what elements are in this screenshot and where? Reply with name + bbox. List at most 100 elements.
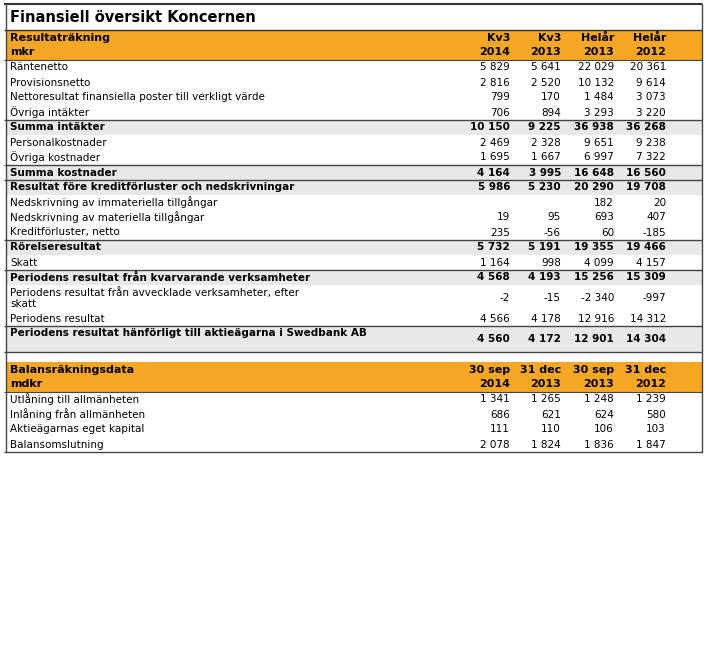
Bar xyxy=(6,270,702,285)
Text: 4 193: 4 193 xyxy=(528,273,561,282)
Text: 182: 182 xyxy=(594,198,614,208)
Text: 110: 110 xyxy=(542,425,561,435)
Bar xyxy=(6,362,702,392)
Text: 235: 235 xyxy=(490,228,510,237)
Text: 10 132: 10 132 xyxy=(578,77,614,87)
Bar xyxy=(6,90,702,105)
Text: Övriga kostnader: Övriga kostnader xyxy=(10,152,100,163)
Bar xyxy=(6,210,702,225)
Text: Aktieägarnas eget kapital: Aktieägarnas eget kapital xyxy=(10,425,144,435)
Text: Inlåning från allmänheten: Inlåning från allmänheten xyxy=(10,409,145,421)
Bar xyxy=(6,255,702,270)
Bar xyxy=(6,75,702,90)
Text: 22 029: 22 029 xyxy=(578,62,614,73)
Text: 7 322: 7 322 xyxy=(636,153,666,163)
Text: 2013: 2013 xyxy=(530,378,561,388)
Text: 20 361: 20 361 xyxy=(630,62,666,73)
Text: Nedskrivning av immateriella tillgångar: Nedskrivning av immateriella tillgångar xyxy=(10,196,217,208)
Text: 1 824: 1 824 xyxy=(531,439,561,450)
Text: 4 172: 4 172 xyxy=(528,334,561,344)
Text: 2 520: 2 520 xyxy=(532,77,561,87)
Text: Periodens resultat från avvecklade verksamheter, efter: Periodens resultat från avvecklade verks… xyxy=(10,287,299,298)
Text: Balansräkningsdata: Balansräkningsdata xyxy=(10,366,134,376)
Text: 5 230: 5 230 xyxy=(528,183,561,192)
Text: 3 220: 3 220 xyxy=(636,108,666,118)
Text: 4 566: 4 566 xyxy=(480,314,510,323)
Text: 60: 60 xyxy=(601,228,614,237)
Text: 16 560: 16 560 xyxy=(626,167,666,177)
Text: 19: 19 xyxy=(497,212,510,222)
Text: 4 560: 4 560 xyxy=(477,334,510,344)
Text: 6 997: 6 997 xyxy=(585,153,614,163)
Text: Nettoresultat finansiella poster till verkligt värde: Nettoresultat finansiella poster till ve… xyxy=(10,93,265,103)
Text: 3 073: 3 073 xyxy=(636,93,666,103)
Text: Övriga intäkter: Övriga intäkter xyxy=(10,107,89,118)
Text: 5 829: 5 829 xyxy=(480,62,510,73)
Text: Summa kostnader: Summa kostnader xyxy=(10,167,116,177)
Bar xyxy=(6,135,702,150)
Bar xyxy=(6,30,702,60)
Text: Nedskrivning av materiella tillgångar: Nedskrivning av materiella tillgångar xyxy=(10,212,204,224)
Bar xyxy=(6,285,702,311)
Text: 4 568: 4 568 xyxy=(477,273,510,282)
Text: -2: -2 xyxy=(500,293,510,303)
Text: 1 164: 1 164 xyxy=(480,257,510,267)
Bar xyxy=(6,422,702,437)
Text: 621: 621 xyxy=(541,409,561,419)
Bar xyxy=(6,392,702,407)
Text: 3 293: 3 293 xyxy=(585,108,614,118)
Text: Periodens resultat från kvarvarande verksamheter: Periodens resultat från kvarvarande verk… xyxy=(10,272,310,282)
Bar xyxy=(6,120,702,135)
Text: 2014: 2014 xyxy=(479,378,510,388)
Text: 12 916: 12 916 xyxy=(578,314,614,323)
Text: Periodens resultat: Periodens resultat xyxy=(10,314,104,323)
Text: -2 340: -2 340 xyxy=(580,293,614,303)
Text: 1 239: 1 239 xyxy=(636,394,666,405)
Text: 9 651: 9 651 xyxy=(585,138,614,147)
Text: 2012: 2012 xyxy=(635,378,666,388)
Text: 30 sep: 30 sep xyxy=(573,366,614,376)
Text: 1 341: 1 341 xyxy=(480,394,510,405)
Text: mdkr: mdkr xyxy=(10,378,42,388)
Text: Personalkostnader: Personalkostnader xyxy=(10,138,107,147)
Text: Balansomslutning: Balansomslutning xyxy=(10,439,104,450)
Text: 9 225: 9 225 xyxy=(529,122,561,132)
Text: 31 dec: 31 dec xyxy=(520,366,561,376)
Text: 20 290: 20 290 xyxy=(574,183,614,192)
Text: 15 256: 15 256 xyxy=(574,273,614,282)
Text: 2013: 2013 xyxy=(583,46,614,56)
Text: 799: 799 xyxy=(490,93,510,103)
Text: 1 248: 1 248 xyxy=(585,394,614,405)
Text: Utlåning till allmänheten: Utlåning till allmänheten xyxy=(10,394,139,405)
Text: 19 466: 19 466 xyxy=(626,243,666,253)
Text: 1 836: 1 836 xyxy=(585,439,614,450)
Text: 998: 998 xyxy=(541,257,561,267)
Text: -185: -185 xyxy=(642,228,666,237)
Text: 706: 706 xyxy=(490,108,510,118)
Bar xyxy=(6,311,702,326)
Text: Kv3: Kv3 xyxy=(538,34,561,44)
Text: skatt: skatt xyxy=(10,299,36,308)
Text: 4 099: 4 099 xyxy=(585,257,614,267)
Bar xyxy=(6,225,702,240)
Text: Skatt: Skatt xyxy=(10,257,37,267)
Text: Periodens resultat hänförligt till aktieägarna i Swedbank AB: Periodens resultat hänförligt till aktie… xyxy=(10,329,367,338)
Text: 624: 624 xyxy=(594,409,614,419)
Text: Finansiell översikt Koncernen: Finansiell översikt Koncernen xyxy=(10,9,256,24)
Text: 12 901: 12 901 xyxy=(574,334,614,344)
Text: 3 995: 3 995 xyxy=(529,167,561,177)
Text: 4 178: 4 178 xyxy=(531,314,561,323)
Text: Helår: Helår xyxy=(633,34,666,44)
Text: 111: 111 xyxy=(490,425,510,435)
Text: 894: 894 xyxy=(541,108,561,118)
Bar xyxy=(6,407,702,422)
Text: 106: 106 xyxy=(594,425,614,435)
Text: 9 238: 9 238 xyxy=(636,138,666,147)
Bar xyxy=(6,195,702,210)
Text: Helår: Helår xyxy=(580,34,614,44)
Text: Räntenetto: Räntenetto xyxy=(10,62,68,73)
Text: 16 648: 16 648 xyxy=(574,167,614,177)
Text: 2 469: 2 469 xyxy=(480,138,510,147)
Text: 19 708: 19 708 xyxy=(626,183,666,192)
Text: 9 614: 9 614 xyxy=(636,77,666,87)
